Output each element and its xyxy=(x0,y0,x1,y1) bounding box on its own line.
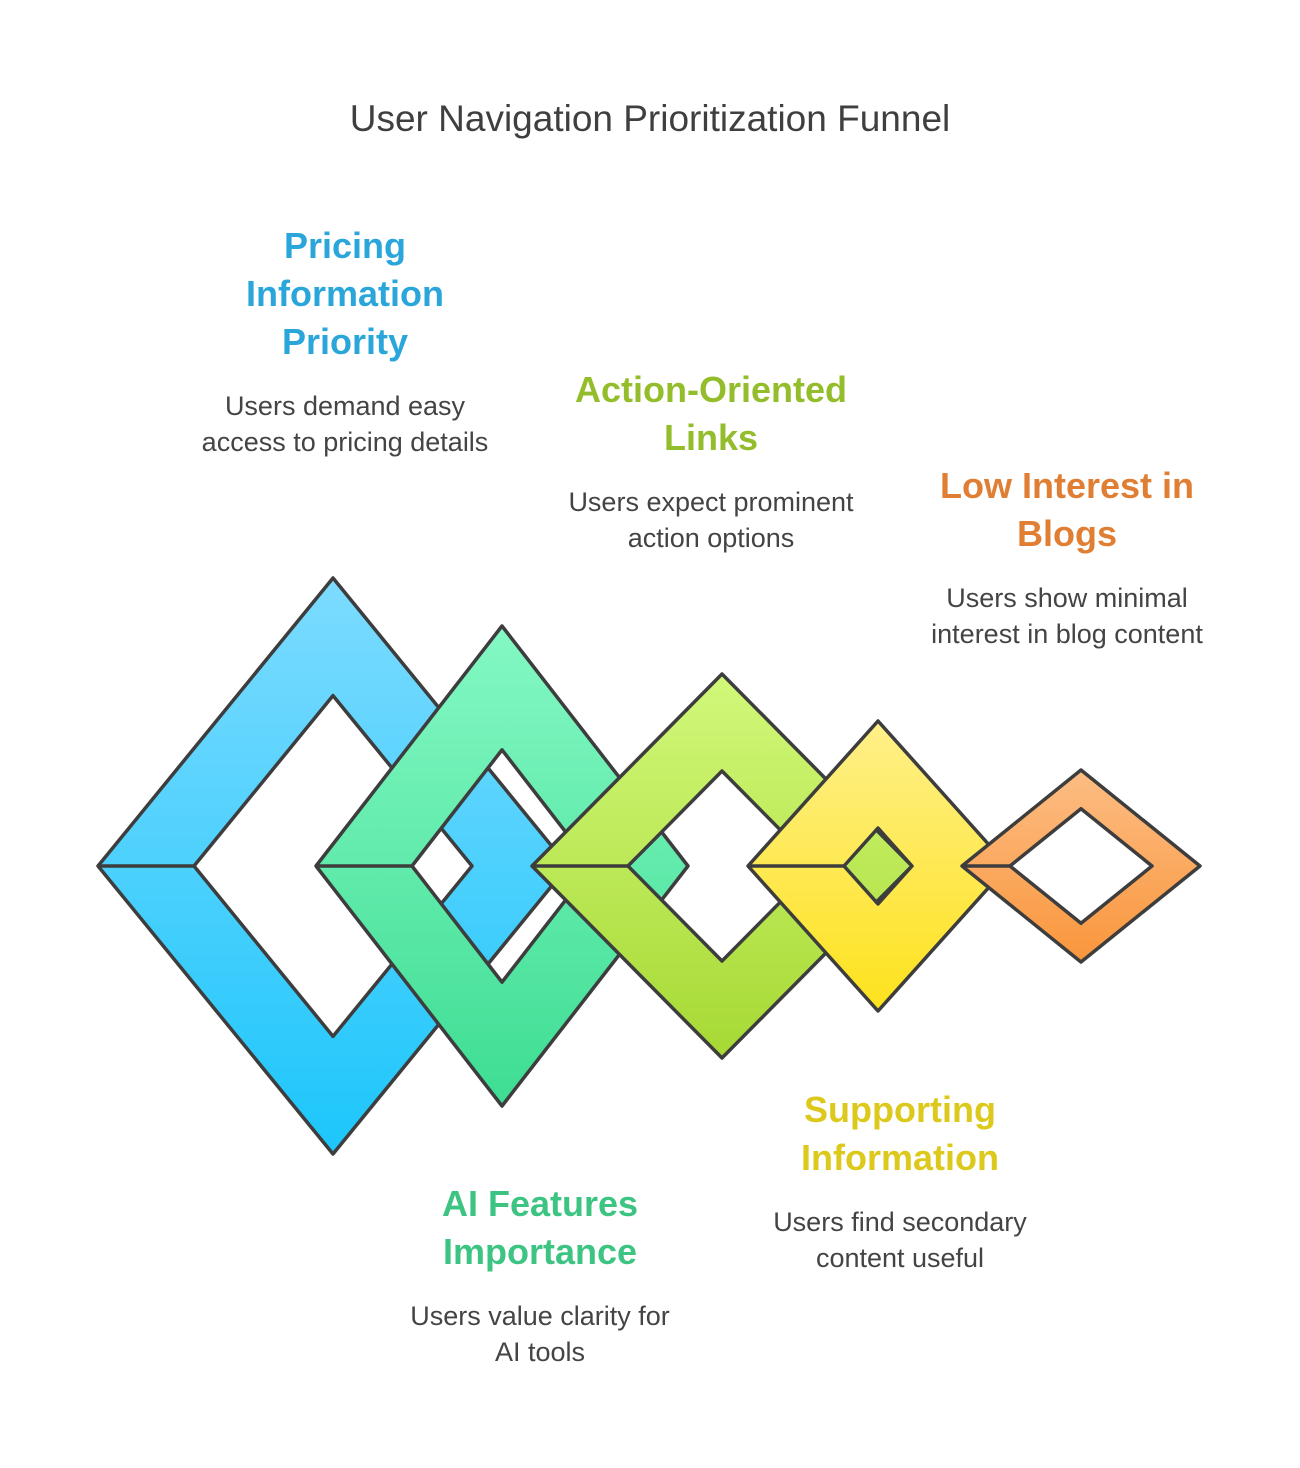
stage-5-frame xyxy=(960,768,1202,964)
diagram-title: User Navigation Prioritization Funnel xyxy=(349,98,951,139)
stage-1-label: Pricing Information Priority Users deman… xyxy=(190,222,500,460)
stage-4-label: Supporting Information Users find second… xyxy=(765,1086,1035,1276)
stage-3-description: Users expect prominent action options xyxy=(568,487,854,553)
stage-3-label: Action-Oriented Links Users expect promi… xyxy=(566,366,856,556)
stage-5-label: Low Interest in Blogs Users show minimal… xyxy=(920,462,1214,652)
stage-5-heading: Low Interest in Blogs xyxy=(939,465,1195,554)
stage-5-description: Users show minimal interest in blog cont… xyxy=(931,583,1203,649)
stage-2-frame xyxy=(314,624,690,1108)
stage-5-rhombus xyxy=(960,768,1202,964)
stage-2-description: Users value clarity for AI tools xyxy=(410,1301,670,1367)
stage-4-heading: Supporting Information xyxy=(801,1089,999,1178)
stage-1-description: Users demand easy access to pricing deta… xyxy=(201,391,489,457)
stage-2-heading: AI Features Importance xyxy=(441,1183,639,1272)
stage-3-heading: Action-Oriented Links xyxy=(574,369,847,458)
stage-3-frame xyxy=(530,672,914,1060)
stage-4-description: Users find secondary content useful xyxy=(773,1207,1027,1273)
stage-1-heading: Pricing Information Priority xyxy=(246,225,444,362)
stage-2-label: AI Features Importance Users value clari… xyxy=(400,1180,680,1370)
